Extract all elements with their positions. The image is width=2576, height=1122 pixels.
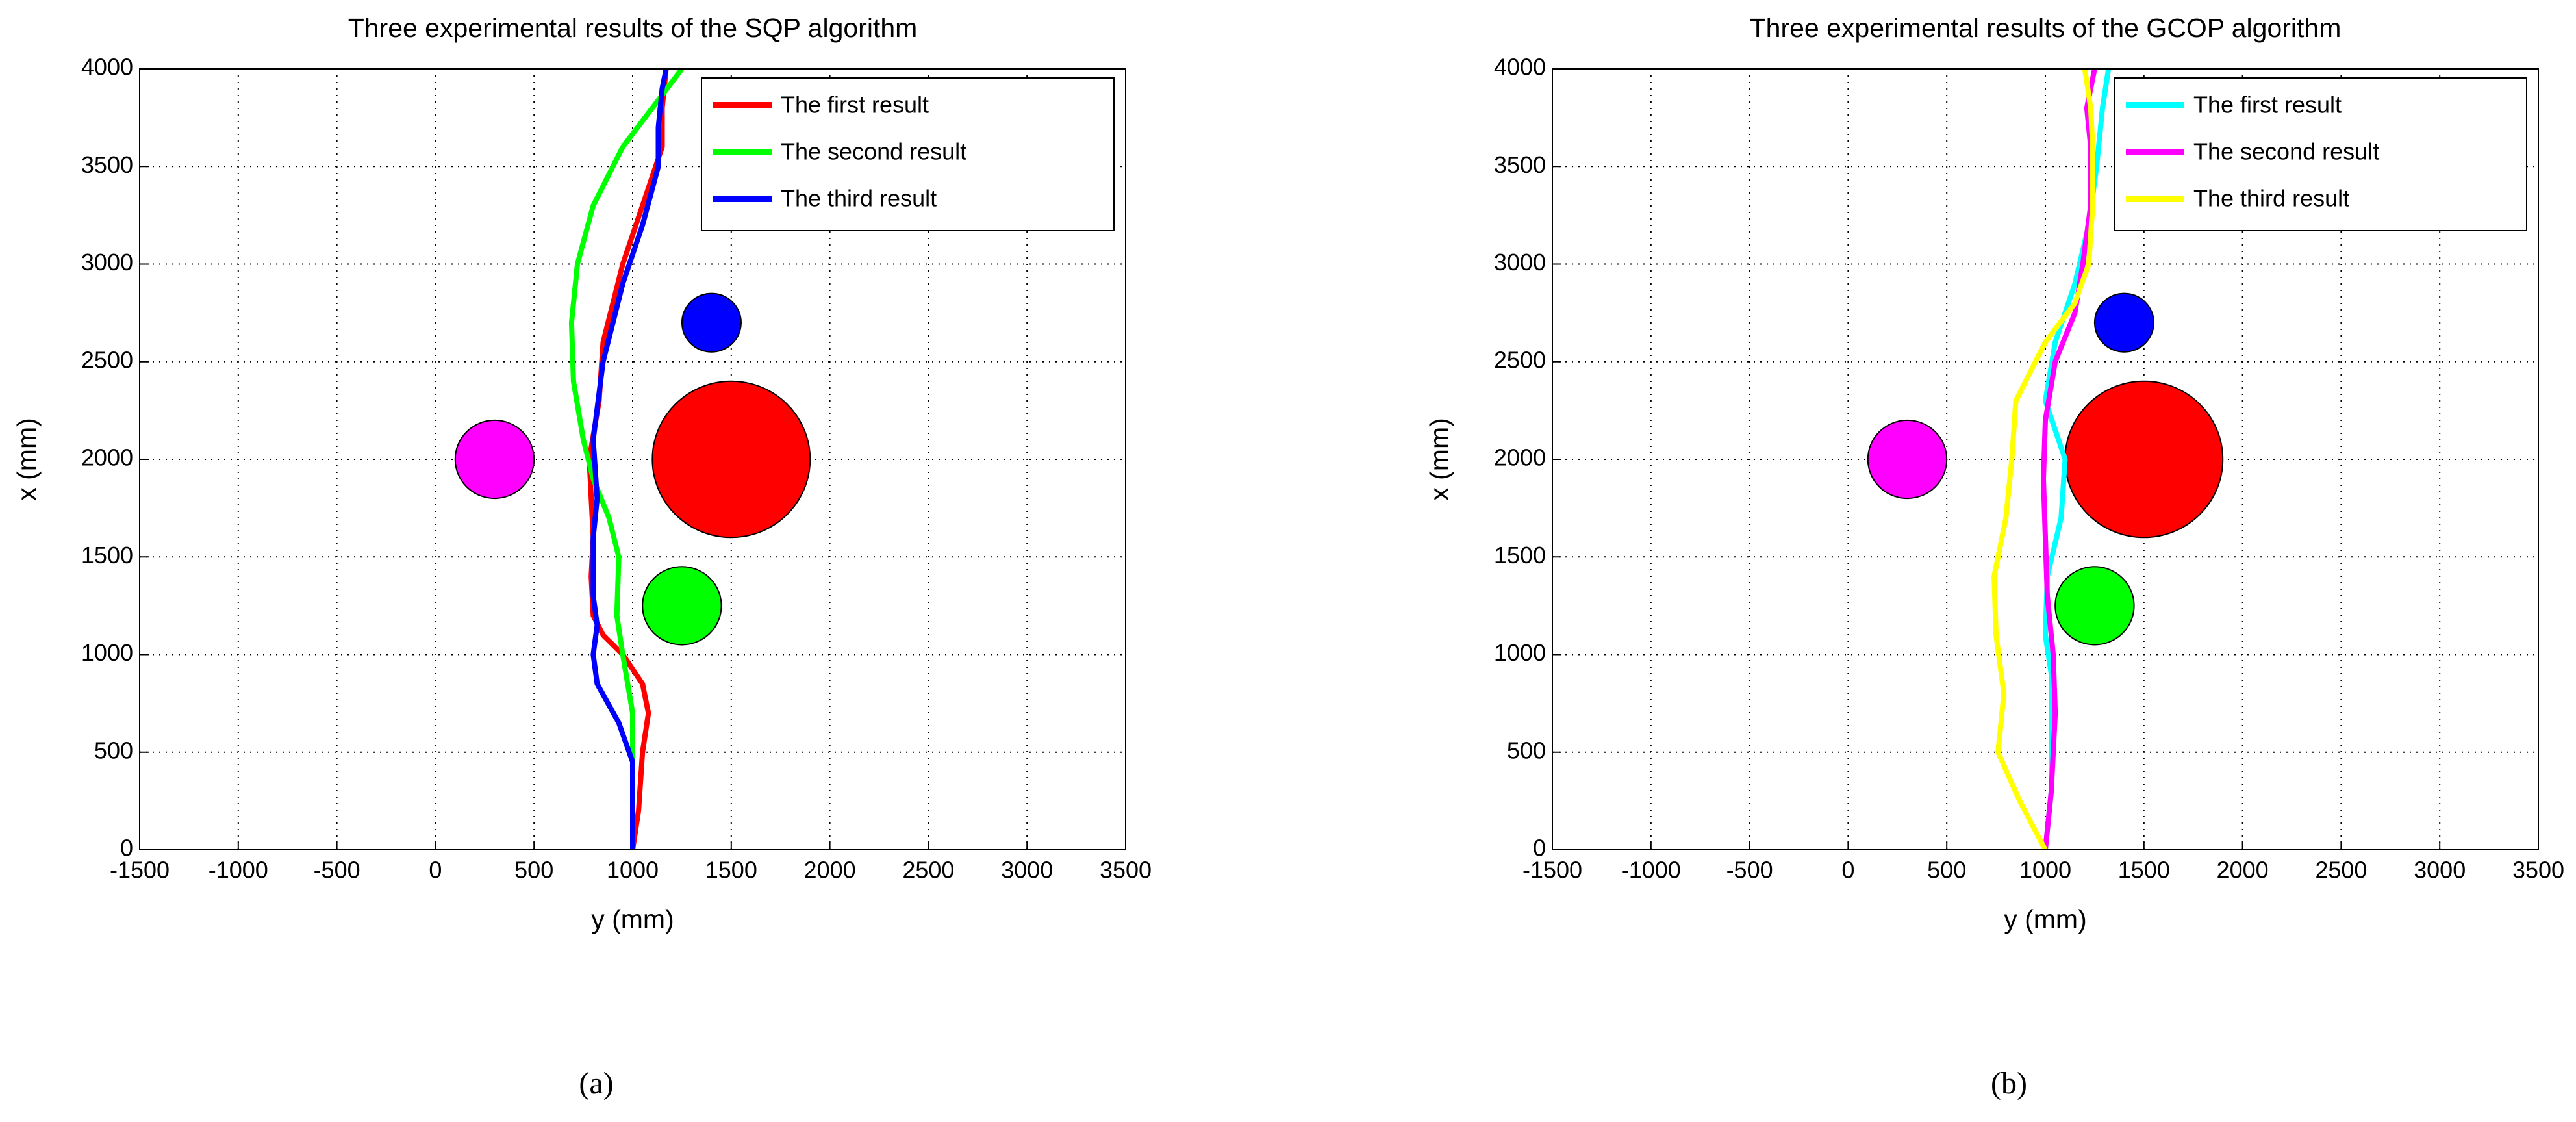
x-tick-label: 1000 <box>607 857 659 884</box>
y-tick-label: 3500 <box>1494 151 1546 178</box>
x-tick-label: 2000 <box>2217 857 2269 884</box>
x-tick-label: -500 <box>1726 857 1773 884</box>
legend-label: The third result <box>781 185 937 212</box>
y-axis-label: x (mm) <box>12 418 42 501</box>
legend-label: The first result <box>781 92 929 118</box>
x-tick-label: 1500 <box>2118 857 2170 884</box>
subplot: -1500 -1000 -500 0 500 1000 1500 2000 2500 3000 35… <box>12 13 1152 1101</box>
y-axis-label: x (mm) <box>1424 418 1454 501</box>
y-tick-label: 0 <box>120 835 133 861</box>
trajectory <box>568 67 685 850</box>
legend-label: The second result <box>781 138 966 165</box>
y-tick-label: 2500 <box>81 346 133 373</box>
x-tick-label: -1500 <box>1522 857 1582 884</box>
subfigure-caption: (a) <box>579 1066 613 1101</box>
x-tick-label: 3500 <box>1100 857 1152 884</box>
y-tick-label: 1000 <box>81 639 133 666</box>
y-tick-label: 4000 <box>1494 54 1546 81</box>
obstacle <box>454 419 535 500</box>
obstacle <box>2093 292 2154 353</box>
x-tick-label: -1000 <box>208 857 268 884</box>
y-tick-label: 3000 <box>81 249 133 275</box>
x-tick-label: 2500 <box>902 857 954 884</box>
y-tick-label: 1500 <box>1494 542 1546 568</box>
obstacle <box>651 380 811 539</box>
y-tick-label: 1500 <box>81 542 133 568</box>
y-tick-label: 3000 <box>1494 249 1546 275</box>
y-tick-label: 2000 <box>81 444 133 471</box>
y-tick-label: 3500 <box>81 151 133 178</box>
y-tick-label: 2500 <box>1494 346 1546 373</box>
x-axis-label: y (mm) <box>2004 904 2087 934</box>
axes-frame <box>139 68 1126 850</box>
axes-frame <box>1552 68 2539 850</box>
x-tick-label: 3500 <box>2512 857 2564 884</box>
x-tick-label: 500 <box>1927 857 1966 884</box>
y-tick-label: 500 <box>94 737 133 763</box>
y-tick-label: 2000 <box>1494 444 1546 471</box>
x-tick-label: 3000 <box>1001 857 1053 884</box>
subfigure-caption: (b) <box>1991 1066 2027 1101</box>
x-axis-label: y (mm) <box>591 904 674 934</box>
trajectory <box>590 68 669 850</box>
x-tick-label: -1500 <box>110 857 170 884</box>
x-tick-label: 2000 <box>804 857 856 884</box>
obstacle <box>1867 419 1948 500</box>
trajectory <box>1991 68 2095 851</box>
legend-label: The first result <box>2193 92 2342 118</box>
chart-title: Three experimental results of the GCOP a… <box>1750 13 2342 43</box>
obstacle <box>681 292 742 353</box>
x-tick-label: 2500 <box>2315 857 2367 884</box>
y-tick-label: 500 <box>1507 737 1546 763</box>
x-tick-label: 500 <box>514 857 553 884</box>
x-tick-label: 0 <box>429 857 442 884</box>
y-tick-label: 1000 <box>1494 639 1546 666</box>
legend-label: The second result <box>2193 138 2379 165</box>
legend-label: The third result <box>2193 185 2349 212</box>
x-tick-label: 0 <box>1841 857 1854 884</box>
x-tick-label: -1000 <box>1621 857 1681 884</box>
y-tick-label: 0 <box>1533 835 1546 861</box>
x-tick-label: 3000 <box>2414 857 2466 884</box>
obstacle <box>642 566 722 646</box>
subplot: -1500 -1000 -500 0 500 1000 1500 2000 2500 3000 35… <box>1424 13 2564 1101</box>
chart-title: Three experimental results of the SQP al… <box>348 13 918 43</box>
obstacle <box>2064 380 2224 539</box>
y-tick-label: 4000 <box>81 54 133 81</box>
obstacle <box>2054 566 2135 646</box>
x-tick-label: 1000 <box>2019 857 2071 884</box>
x-tick-label: 1500 <box>705 857 757 884</box>
x-tick-label: -500 <box>314 857 360 884</box>
